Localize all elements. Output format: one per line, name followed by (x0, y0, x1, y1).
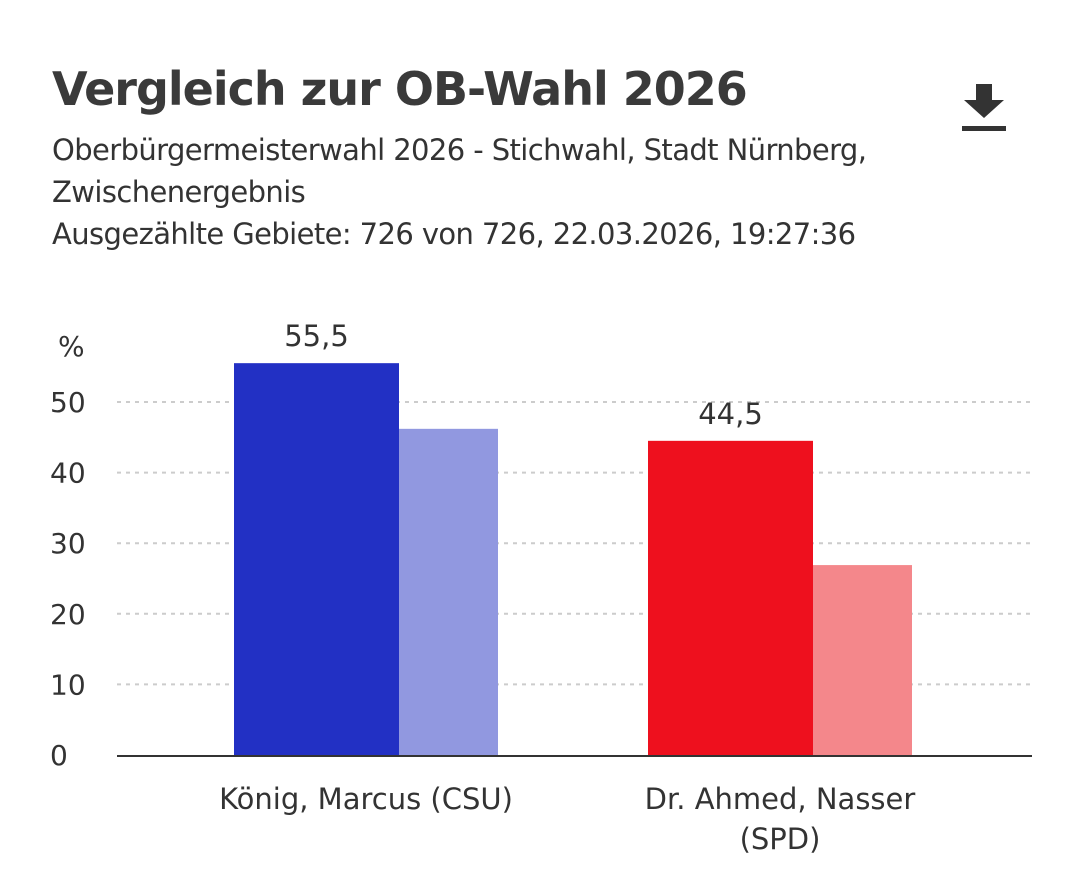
bars (234, 363, 912, 755)
category-labels: König, Marcus (CSU) Dr. Ahmed, Nasser (SPD… (219, 782, 915, 856)
chart-title: Vergleich zur OB-Wahl 2026 (52, 62, 748, 116)
bar-csu-stichwahl (234, 363, 399, 755)
value-label-csu: 55,5 (284, 319, 349, 353)
subtitle-line-election: Oberbürgermeisterwahl 2026 - Stichwahl, … (52, 133, 867, 167)
y-tick-label-10: 10 (50, 668, 86, 701)
y-axis-label: % (58, 330, 85, 363)
y-tick-label-30: 30 (50, 527, 86, 560)
y-tick-label-40: 40 (50, 457, 86, 490)
value-labels: 55,5 44,5 (284, 319, 763, 431)
bar-csu-first-round (399, 428, 498, 755)
category-label-spd-line-2: (SPD) (740, 822, 821, 856)
category-label-spd-line-1: Dr. Ahmed, Nasser (645, 782, 916, 816)
chart-subtitle: Oberbürgermeisterwahl 2026 - Stichwahl, … (52, 129, 1022, 255)
y-tick-label-0: 0 (50, 739, 68, 772)
subtitle-line-counted-areas: Ausgezählte Gebiete: 726 von 726, 22.03.… (52, 217, 856, 251)
y-tick-label-50: 50 (50, 386, 86, 419)
subtitle-line-status: Zwischenergebnis (52, 175, 306, 209)
download-icon (962, 84, 1006, 131)
bar-spd-first-round (813, 565, 912, 755)
y-tick-label-20: 20 (50, 598, 86, 631)
y-axis-ticks: 0 10 20 30 40 50 (50, 386, 86, 772)
bar-spd-stichwahl (648, 440, 813, 755)
category-label-csu-line-1: König, Marcus (CSU) (219, 782, 513, 816)
value-label-spd: 44,5 (698, 397, 763, 431)
download-button[interactable] (958, 80, 1010, 136)
